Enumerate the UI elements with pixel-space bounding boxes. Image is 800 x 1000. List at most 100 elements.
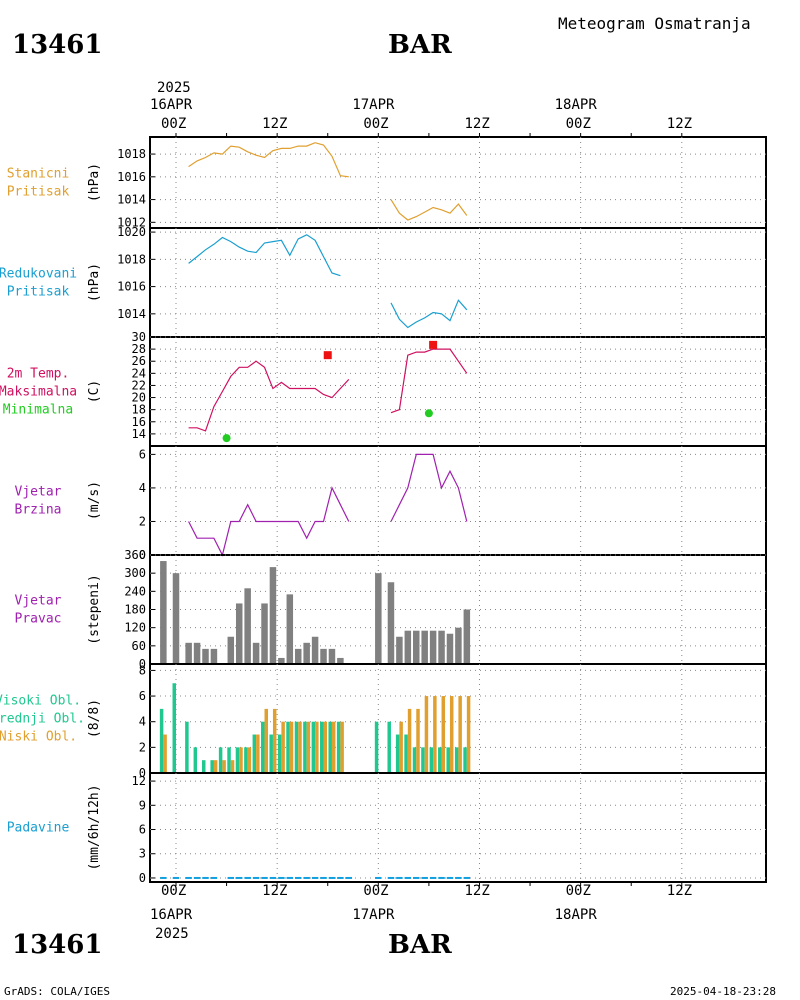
bottom-hour-label: 12Z [464, 883, 489, 899]
bar [311, 636, 319, 664]
y-tick-label: 1016 [117, 280, 146, 294]
top-date-label: 16APR [150, 97, 193, 113]
bar [407, 708, 412, 773]
panel-title: Niski Obl. [0, 730, 77, 745]
bar [230, 760, 235, 773]
bar [247, 747, 252, 773]
panel-title: Pritisak [7, 185, 70, 200]
bar [306, 721, 311, 773]
bar [202, 648, 209, 664]
bar [331, 721, 336, 773]
y-tick-label: 120 [124, 621, 146, 635]
bar [281, 721, 285, 773]
y-axis-label: (hPa) [87, 163, 102, 202]
bar [429, 747, 434, 773]
panel-title: Srednji Obl. [0, 712, 85, 727]
top-hour-label: 12Z [667, 116, 692, 132]
bar [395, 734, 400, 773]
y-tick-label: 4 [139, 481, 146, 495]
bar [449, 696, 454, 773]
series-line [390, 199, 468, 221]
y-tick-label: 6 [139, 823, 146, 837]
bar [404, 630, 412, 664]
bar [328, 648, 336, 664]
y-tick-label: 12 [132, 774, 146, 788]
bar [210, 648, 218, 664]
y-tick-label: 3 [139, 847, 146, 861]
bar [413, 630, 420, 664]
y-tick-label: 0 [139, 548, 146, 562]
series-line [188, 360, 350, 432]
bar [438, 747, 442, 773]
bottom-year-label: 2025 [155, 926, 189, 942]
panel-title: Padavine [7, 821, 70, 836]
y-tick-label: 2 [139, 514, 146, 528]
bar [429, 630, 437, 664]
bar [235, 603, 243, 664]
y-tick-label: 0 [139, 766, 146, 780]
bottom-date-label: 18APR [555, 907, 598, 923]
panel-title: Vjetar [15, 485, 62, 500]
bar [218, 747, 223, 773]
bar [320, 721, 324, 773]
bar [210, 760, 214, 773]
top-hour-label: 00Z [566, 116, 591, 132]
bar [193, 747, 198, 773]
tmax-marker [323, 351, 332, 360]
bar [286, 594, 294, 664]
y-axis-label: (C) [87, 380, 102, 403]
bottom-hour-label: 12Z [262, 883, 287, 899]
y-tick-label: 4 [139, 715, 146, 729]
y-tick-label: 0 [139, 871, 146, 885]
bar [227, 747, 231, 773]
bar [303, 721, 307, 773]
bar [227, 636, 235, 664]
y-tick-label: 300 [124, 566, 146, 580]
station-name-top: BAR [388, 30, 452, 60]
bar [261, 721, 265, 773]
bar [193, 642, 201, 664]
panel-title: Stanicni [7, 167, 70, 182]
bar [421, 747, 425, 773]
bar [264, 708, 269, 773]
y-axis-label: (mm/6h/12h) [87, 784, 102, 870]
bar [172, 573, 180, 664]
bar [328, 721, 332, 773]
bar [298, 721, 302, 773]
y-tick-label: 16 [132, 415, 146, 429]
bar [303, 642, 310, 664]
series-line [188, 234, 341, 277]
y-tick-label: 1014 [117, 307, 146, 321]
station-name-bottom: BAR [388, 930, 452, 960]
panel-frame [149, 227, 767, 338]
panel-title: Visoki Obl. [0, 694, 81, 709]
y-tick-label: 24 [132, 366, 146, 380]
y-tick-label: 1016 [117, 170, 146, 184]
bar [441, 696, 446, 773]
credit-text: GrADS: COLA/IGES [4, 985, 110, 998]
bar [337, 657, 344, 664]
bar [222, 760, 226, 773]
bar [455, 627, 462, 664]
panel-title: Minimalna [3, 403, 73, 418]
y-tick-label: 0 [139, 657, 146, 671]
panel-title: Pritisak [7, 285, 70, 300]
bar [278, 657, 285, 664]
bar [320, 648, 327, 664]
bar [446, 633, 454, 664]
y-tick-label: 26 [132, 354, 146, 368]
y-tick-label: 1018 [117, 252, 146, 266]
y-tick-label: 180 [124, 603, 146, 617]
bar [213, 760, 218, 773]
y-tick-label: 240 [124, 584, 146, 598]
bar [239, 747, 243, 773]
panel-frame [149, 336, 767, 447]
panel-title: Vjetar [15, 594, 62, 609]
station-id-bottom: 13461 [12, 930, 103, 960]
top-hour-label: 00Z [363, 116, 388, 132]
page-title: Meteogram Osmatranja [558, 14, 751, 33]
bar [256, 734, 260, 773]
bar [463, 747, 467, 773]
bar [466, 696, 471, 773]
y-tick-label: 1018 [117, 147, 146, 161]
